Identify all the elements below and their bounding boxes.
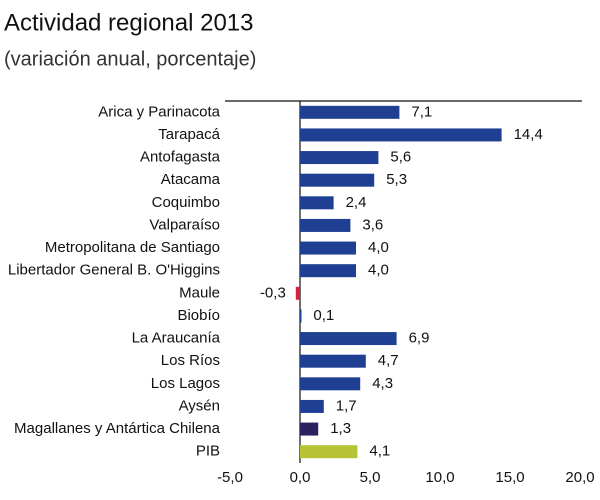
value-label: 14,4	[514, 126, 543, 143]
value-label: 2,4	[346, 194, 367, 211]
value-label: -0,3	[260, 284, 286, 301]
value-label: 1,7	[336, 397, 357, 414]
bar	[295, 286, 300, 300]
bar	[300, 241, 356, 255]
category-label: Magallanes y Antártica Chilena	[14, 420, 221, 437]
category-label: PIB	[196, 443, 220, 460]
bar	[300, 377, 361, 391]
bar	[300, 445, 358, 459]
bar	[300, 309, 302, 323]
category-label: Libertador General B. O'Higgins	[8, 262, 220, 279]
x-tick-label: 0,0	[290, 469, 311, 486]
bar	[300, 196, 334, 210]
category-label: Atacama	[161, 171, 221, 188]
x-tick-label: 10,0	[425, 469, 454, 486]
x-tick-label: 15,0	[495, 469, 524, 486]
category-label: Metropolitana de Santiago	[45, 239, 220, 256]
bar	[300, 105, 400, 119]
bar	[300, 264, 356, 278]
bar	[300, 128, 502, 142]
value-label: 5,6	[390, 149, 411, 166]
value-label: 1,3	[330, 420, 351, 437]
bar	[300, 173, 375, 187]
category-label: Los Lagos	[151, 375, 220, 392]
value-label: 0,1	[313, 307, 334, 324]
category-label: Arica y Parinacota	[98, 103, 220, 120]
bar	[300, 218, 351, 232]
value-label: 6,9	[409, 330, 430, 347]
x-tick-label: -5,0	[217, 469, 243, 486]
bar	[300, 151, 379, 165]
x-tick-label: 20,0	[565, 469, 594, 486]
value-label: 4,0	[368, 239, 389, 256]
bar	[300, 399, 324, 413]
value-label: 4,3	[372, 375, 393, 392]
category-label: La Araucanía	[132, 330, 221, 347]
value-label: 4,1	[369, 443, 390, 460]
value-label: 7,1	[411, 103, 432, 120]
value-label: 3,6	[362, 216, 383, 233]
category-label: Coquimbo	[152, 194, 220, 211]
value-label: 4,0	[368, 262, 389, 279]
chart-title: Actividad regional 2013	[4, 9, 254, 36]
bar	[300, 422, 319, 436]
x-tick-label: 5,0	[360, 469, 381, 486]
chart-subtitle: (variación anual, porcentaje)	[4, 48, 256, 70]
category-label: Maule	[179, 284, 220, 301]
category-label: Biobío	[177, 307, 220, 324]
value-label: 5,3	[386, 171, 407, 188]
category-label: Valparaíso	[149, 216, 220, 233]
category-label: Antofagasta	[140, 149, 221, 166]
bar	[300, 332, 397, 346]
bar	[300, 354, 366, 368]
category-label: Aysén	[179, 397, 220, 414]
category-label: Tarapacá	[158, 126, 220, 143]
category-label: Los Ríos	[161, 352, 220, 369]
value-label: 4,7	[378, 352, 399, 369]
